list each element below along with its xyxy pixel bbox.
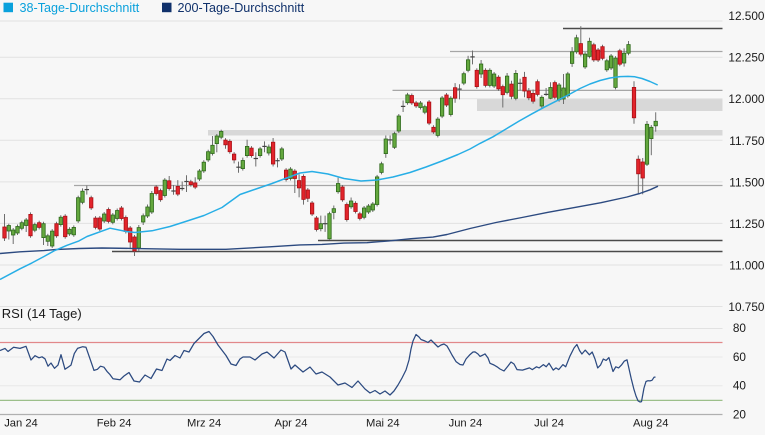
svg-text:60: 60 — [733, 350, 747, 364]
svg-text:RSI (14 Tage): RSI (14 Tage) — [2, 306, 82, 321]
svg-text:12.000: 12.000 — [728, 92, 765, 106]
svg-text:20: 20 — [733, 408, 747, 422]
svg-text:40: 40 — [733, 379, 747, 393]
svg-text:12.500: 12.500 — [728, 9, 765, 23]
svg-text:10.750: 10.750 — [728, 300, 765, 314]
svg-text:Mai 24: Mai 24 — [366, 418, 400, 430]
svg-text:Mrz 24: Mrz 24 — [187, 418, 221, 430]
svg-text:12.250: 12.250 — [728, 51, 765, 65]
svg-text:11.250: 11.250 — [729, 217, 765, 231]
svg-text:Jul 24: Jul 24 — [534, 418, 564, 430]
svg-text:200-Tage-Durchschnitt: 200-Tage-Durchschnitt — [178, 1, 305, 15]
svg-text:38-Tage-Durchschnitt: 38-Tage-Durchschnitt — [20, 1, 140, 15]
svg-text:11.500: 11.500 — [729, 175, 765, 189]
svg-text:Feb 24: Feb 24 — [97, 418, 132, 430]
svg-text:Jan 24: Jan 24 — [4, 418, 38, 430]
svg-text:11.750: 11.750 — [729, 134, 765, 148]
svg-text:Apr 24: Apr 24 — [275, 418, 308, 430]
svg-text:Aug 24: Aug 24 — [633, 418, 668, 430]
svg-text:80: 80 — [733, 321, 747, 335]
svg-text:11.000: 11.000 — [729, 259, 765, 273]
svg-text:Jun 24: Jun 24 — [449, 418, 483, 430]
